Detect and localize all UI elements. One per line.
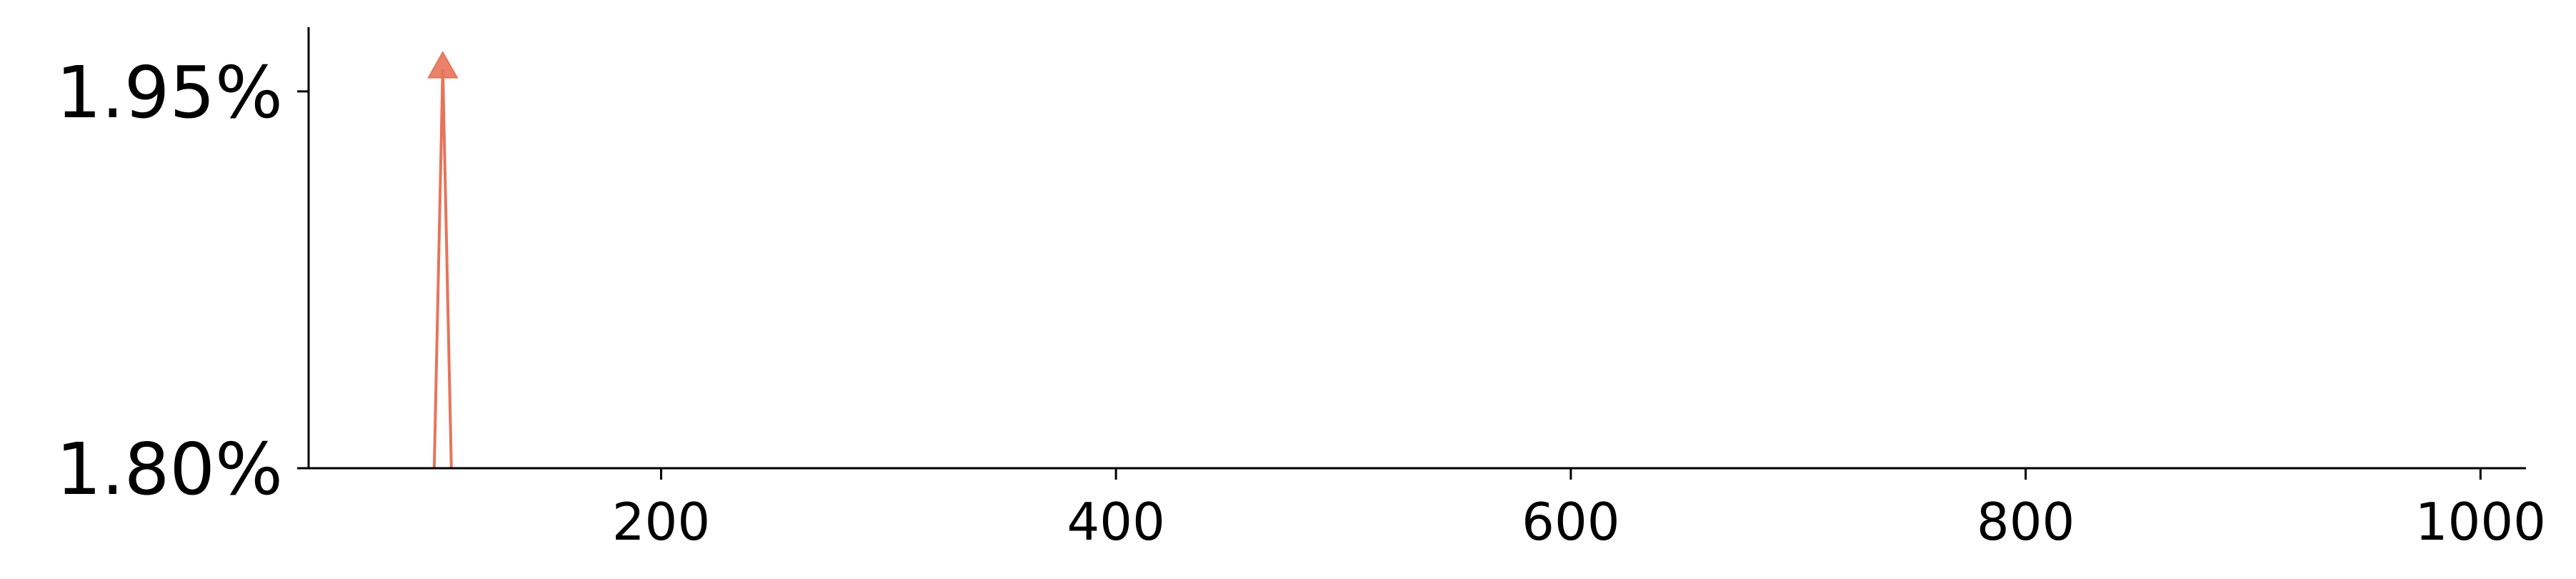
series-line [432,69,453,468]
y-tick-label: 1.80% [56,427,283,511]
y-tick-label: 1.95% [56,51,283,134]
x-tick-label: 800 [1977,492,2075,552]
x-tick-label: 1000 [2415,492,2546,552]
series-marker [427,51,459,79]
x-tick-label: 400 [1067,492,1164,552]
x-tick-label: 200 [612,492,710,552]
x-tick-label: 600 [1522,492,1619,552]
